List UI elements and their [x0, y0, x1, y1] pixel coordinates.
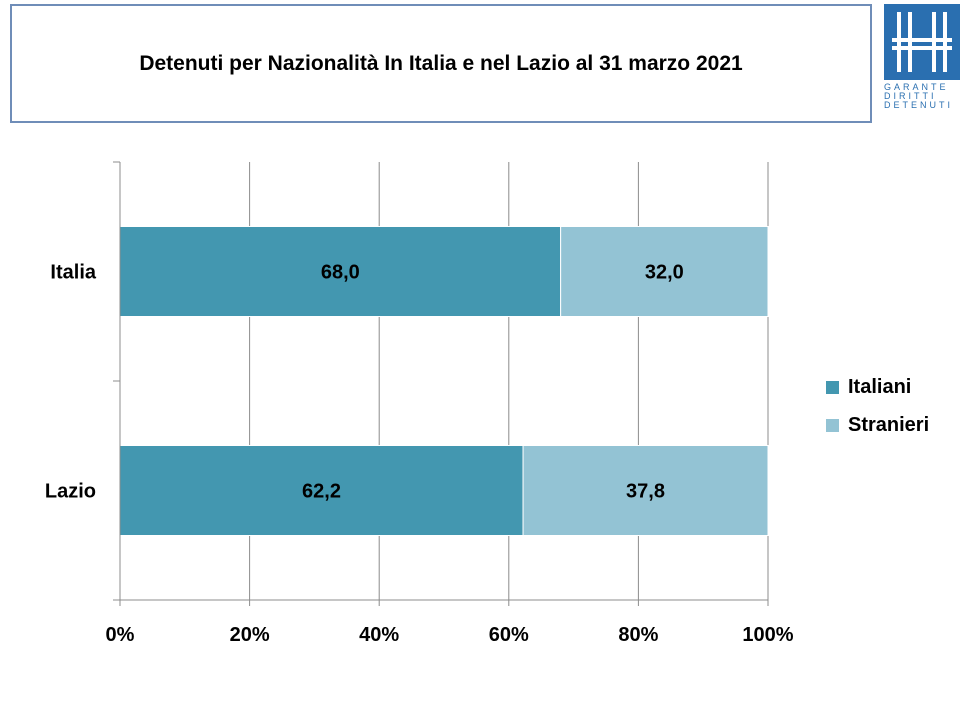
logo-text-line-2: DIRITTI: [884, 91, 937, 101]
category-label: Italia: [50, 262, 96, 284]
logo-text-line-3: DETENUTI: [884, 100, 953, 110]
legend-swatch-stranieri: [826, 418, 839, 432]
data-label: 68,0: [321, 262, 360, 284]
legend-swatch-italiani: [826, 380, 839, 394]
x-tick-label: 80%: [618, 624, 658, 646]
legend-item-stranieri: Stranieri: [826, 406, 929, 444]
chart-legend: Italiani Stranieri: [826, 368, 929, 444]
category-label: Lazio: [45, 481, 96, 503]
data-label: 37,8: [626, 481, 665, 503]
logo-text-line-1: GARANTE: [884, 82, 949, 92]
x-tick-label: 40%: [359, 624, 399, 646]
legend-item-italiani: Italiani: [826, 368, 929, 406]
x-tick-label: 100%: [742, 624, 793, 646]
x-tick-label: 0%: [106, 624, 135, 646]
bar-italiani-italia: [119, 226, 562, 317]
bar-stranieri-italia: [560, 226, 769, 317]
data-label: 62,2: [302, 481, 341, 503]
legend-label-italiani: Italiani: [848, 375, 912, 398]
x-tick-label: 60%: [489, 624, 529, 646]
chart-title: Detenuti per Nazionalità In Italia e nel…: [139, 51, 743, 75]
title-box: Detenuti per Nazionalità In Italia e nel…: [10, 4, 872, 123]
x-tick-label: 20%: [230, 624, 270, 646]
data-label: 32,0: [645, 262, 684, 284]
bar-stranieri-lazio: [522, 445, 769, 536]
legend-label-stranieri: Stranieri: [848, 413, 930, 436]
garante-logo-mark: [884, 4, 960, 80]
garante-logo: GARANTE DIRITTI DETENUTI: [884, 4, 960, 110]
